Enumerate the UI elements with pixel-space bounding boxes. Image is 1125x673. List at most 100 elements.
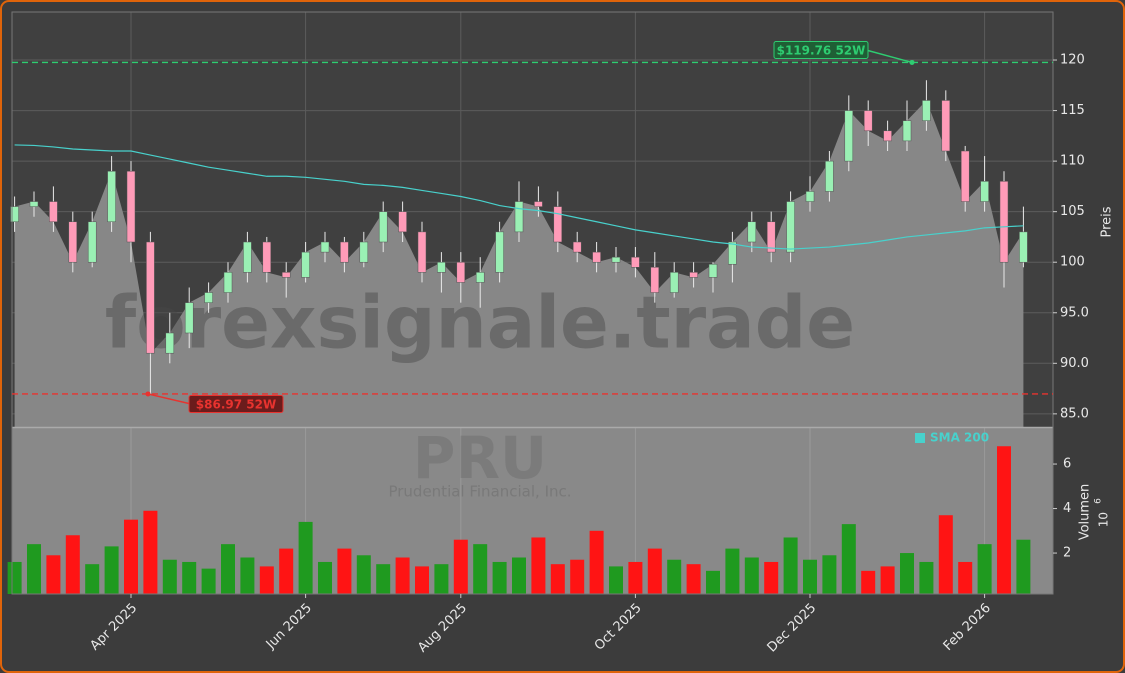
volume-bar <box>725 548 740 594</box>
candle-body <box>398 211 407 233</box>
arrow-head <box>145 391 151 397</box>
y-tick-label: 115 <box>1060 103 1085 118</box>
company-watermark: Prudential Financial, Inc. <box>388 483 571 501</box>
candle-body <box>534 201 543 207</box>
volume-bar <box>919 561 934 594</box>
volume-bar <box>647 548 662 594</box>
candle-body <box>844 110 854 162</box>
candle-body <box>1019 231 1028 263</box>
volume-bar <box>822 555 837 594</box>
volume-bar <box>453 539 468 594</box>
candle-body <box>495 231 504 273</box>
candle-body <box>650 267 660 293</box>
y-tick-label: 100 <box>1060 255 1085 270</box>
volume-bar <box>240 557 255 594</box>
volume-bar <box>841 524 856 594</box>
candle-body <box>747 221 757 243</box>
candle-body <box>456 261 466 283</box>
volume-bar <box>783 537 798 594</box>
candle-body <box>960 150 970 202</box>
candle-body <box>514 201 524 233</box>
candle-body <box>378 211 388 243</box>
candle-body <box>669 272 679 293</box>
candle-body <box>87 221 97 263</box>
candle-body <box>786 201 795 253</box>
volume-bar <box>143 510 158 594</box>
candle-body <box>728 241 737 265</box>
volume-bar <box>298 521 313 594</box>
volume-bar <box>570 559 585 594</box>
candle-body <box>437 261 446 273</box>
volume-bar <box>65 535 80 594</box>
candle-body <box>922 100 931 121</box>
volume-bar <box>628 561 643 594</box>
volume-bar <box>531 537 546 594</box>
candle-body <box>572 241 582 253</box>
volume-bar <box>259 566 274 594</box>
candle-body <box>10 206 19 223</box>
volume-bar <box>706 570 720 594</box>
volume-bar <box>803 559 817 594</box>
volume-bar <box>27 544 41 594</box>
volume-bar <box>104 546 119 594</box>
volume-bar <box>938 515 953 594</box>
candle-body <box>49 201 58 223</box>
legend-swatch <box>915 433 925 443</box>
candle-body <box>320 241 330 253</box>
volume-axis-label: Volumen <box>1078 484 1093 541</box>
candle-body <box>223 272 233 293</box>
candle-body <box>825 160 834 192</box>
plot-border <box>11 11 1054 595</box>
volume-bar <box>977 544 992 594</box>
candle-body <box>766 221 776 253</box>
volume-scale-exponent: 6 <box>1094 498 1104 504</box>
candle-body <box>883 130 892 142</box>
hline-label: $86.97 52W <box>196 398 276 412</box>
volume-bar <box>376 564 391 594</box>
candle-body <box>68 221 78 263</box>
volume-bar <box>356 555 371 594</box>
y-tick-label: 90.0 <box>1060 356 1089 371</box>
volume-bar <box>434 564 449 594</box>
volume-bar <box>46 555 61 594</box>
volume-bar <box>162 559 177 594</box>
hline-arrow <box>147 393 192 405</box>
hline-label-box <box>773 41 869 59</box>
volume-bar <box>85 564 100 594</box>
volume-bar <box>279 548 294 594</box>
volume-bar <box>1016 539 1031 594</box>
volume-bar <box>609 566 623 594</box>
volume-bar <box>997 446 1011 594</box>
candle-body <box>359 241 369 263</box>
candle-body <box>262 241 272 273</box>
candle-body <box>301 251 310 278</box>
candle-body <box>204 292 213 303</box>
candle-body <box>902 120 912 142</box>
volume-bar <box>744 557 759 594</box>
arrow-head <box>909 59 915 65</box>
candle-body <box>126 170 136 243</box>
volume-bar <box>861 570 876 594</box>
candle-body <box>708 263 718 278</box>
close-area <box>14 100 1024 427</box>
volume-bar <box>318 561 332 594</box>
candle-body <box>165 332 175 354</box>
y-axis-label: Preis <box>1100 206 1115 237</box>
volume-y-tick-label: 6 <box>1063 457 1071 472</box>
legend-label: SMA 200 <box>930 431 989 445</box>
y-tick-label: 95.0 <box>1060 305 1089 320</box>
candle-body <box>475 272 485 283</box>
volume-bar <box>492 561 507 594</box>
volume-bar <box>473 544 488 594</box>
ticker-watermark: PRU <box>413 424 547 492</box>
hline-label-box <box>188 395 284 413</box>
hline-label: $119.76 52W <box>777 44 866 58</box>
volume-bar <box>880 566 895 594</box>
candle-body <box>805 191 815 202</box>
volume-scale-base: 10 <box>1097 512 1111 527</box>
candle-body <box>980 181 989 202</box>
y-tick-label: 85.0 <box>1060 406 1089 421</box>
volume-bar <box>958 561 973 594</box>
candle-body <box>184 302 194 334</box>
candle-body <box>592 251 601 263</box>
